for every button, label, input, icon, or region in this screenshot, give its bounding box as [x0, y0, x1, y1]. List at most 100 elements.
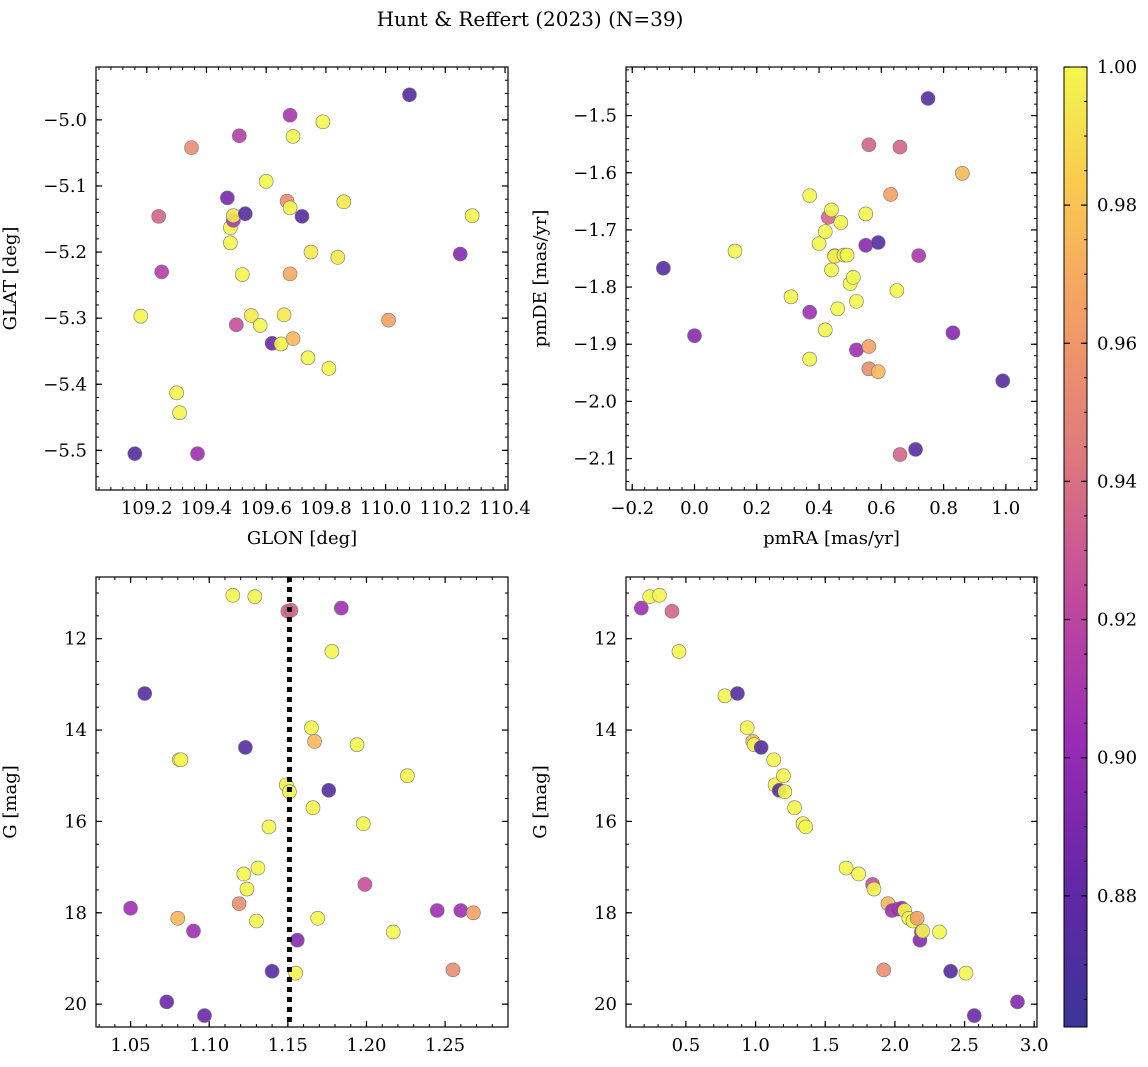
scatter-point — [429, 903, 445, 918]
panel-bottom-left: 1.05 1.10 1.15 1.20 1.25 12 14 16 18 20 Plx [mas] G… — [0, 576, 509, 1067]
scatter-point — [656, 260, 671, 276]
scatter-point — [802, 188, 818, 203]
colorbar-tick-label: 0.96 — [1097, 333, 1137, 354]
scatter-point — [307, 734, 322, 749]
x-axis-label: BP-RP [mag] — [774, 1065, 889, 1067]
scatter-point — [892, 447, 908, 462]
panel-top-left: 109.2 109.4 109.6 109.8 110.0 110.2 110.4 −5.5 −… — [0, 66, 531, 549]
scatter-point — [223, 235, 238, 251]
y-tick-label: −1.8 — [573, 277, 617, 298]
y-tick-label: −5.4 — [43, 374, 87, 395]
scatter-point — [452, 246, 468, 262]
x-tick-label: 2.0 — [881, 1035, 910, 1056]
scatter-point — [173, 752, 189, 768]
y-tick-label: 18 — [64, 903, 87, 924]
scatter-point — [945, 325, 961, 341]
scatter-point — [264, 963, 280, 979]
scatter-point — [883, 187, 898, 202]
scatter-point — [236, 866, 252, 882]
scatter-point — [858, 206, 874, 222]
y-tick-label: −5.3 — [43, 308, 87, 329]
y-tick-label: 12 — [594, 629, 617, 650]
scatter-point — [858, 238, 874, 253]
x-tick-label: 3.0 — [1020, 1035, 1049, 1056]
scatter-points — [656, 91, 1011, 462]
scatter-point — [303, 244, 319, 260]
scatter-point — [876, 962, 892, 978]
scatter-point — [849, 342, 864, 358]
scatter-point — [159, 994, 175, 1010]
scatter-point — [197, 1008, 212, 1023]
x-tick-label: 110.4 — [479, 498, 531, 519]
y-tick-label: −2.0 — [573, 391, 617, 412]
scatter-points — [634, 587, 1025, 1023]
scatter-point — [838, 860, 854, 876]
y-axis-label: GLAT [deg] — [0, 227, 21, 331]
scatter-point — [889, 283, 905, 298]
scatter-point — [229, 317, 244, 333]
scatter-point — [237, 206, 253, 222]
y-tick-label: 14 — [594, 720, 617, 741]
y-tick-label: −1.7 — [573, 220, 617, 241]
colorbar-tick-label: 1.00 — [1097, 57, 1137, 78]
x-tick-label: 0.4 — [805, 498, 834, 519]
scatter-point — [717, 688, 733, 704]
scatter-point — [220, 190, 235, 206]
scatter-point — [238, 740, 253, 755]
scatter-point — [402, 87, 417, 103]
scatter-point — [288, 965, 304, 981]
x-axis-label: GLON [deg] — [247, 528, 357, 549]
colorbar-tick-label: 0.94 — [1097, 471, 1137, 492]
scatter-point — [261, 819, 277, 835]
x-tick-label: 1.15 — [268, 1035, 308, 1056]
scatter-point — [226, 208, 241, 224]
scatter-point — [861, 137, 877, 153]
scatter-point — [190, 446, 205, 461]
x-tick-label: 0.8 — [929, 498, 958, 519]
scatter-point — [184, 140, 199, 155]
scatter-point — [445, 962, 461, 978]
scatter-point — [321, 361, 337, 376]
y-axis-label: G [mag] — [0, 765, 21, 838]
scatter-point — [798, 819, 814, 835]
axes-frame — [95, 66, 509, 491]
scatter-point — [127, 446, 143, 461]
x-tick-label: 2.5 — [950, 1035, 979, 1056]
scatter-points — [127, 87, 480, 461]
x-axis-label: pmRA [mas/yr] — [763, 528, 900, 549]
y-tick-label: 20 — [64, 994, 87, 1015]
x-tick-label: 1.25 — [425, 1035, 465, 1056]
axes-frame — [625, 66, 1038, 491]
scatter-point — [727, 243, 743, 259]
scatter-point — [766, 752, 781, 768]
y-tick-label: −2.1 — [573, 449, 617, 470]
scatter-point — [250, 860, 266, 876]
y-tick-label: 16 — [64, 811, 87, 832]
scatter-point — [151, 209, 166, 224]
scatter-point — [133, 308, 149, 324]
scatter-point — [385, 924, 401, 940]
panel-bottom-right: 0.5 1.0 1.5 2.0 2.5 3.0 12 14 16 18 20 BP-RP [mag] G… — [530, 576, 1049, 1067]
x-tick-label: 1.5 — [811, 1035, 840, 1056]
x-tick-label: 109.8 — [300, 498, 352, 519]
scatter-point — [915, 923, 931, 939]
scatter-point — [908, 442, 923, 457]
scatter-point — [777, 784, 793, 800]
x-tick-label: 110.0 — [360, 498, 412, 519]
scatter-point — [861, 339, 877, 354]
x-axis-label: Plx [mas] — [260, 1065, 345, 1067]
scatter-point — [954, 166, 970, 181]
scatter-point — [776, 768, 791, 784]
scatter-point — [252, 318, 268, 333]
y-tick-label: −1.5 — [573, 106, 617, 127]
scatter-point — [839, 247, 855, 263]
scatter-point — [330, 250, 346, 265]
scatter-point — [123, 900, 138, 916]
scatter-point — [282, 200, 298, 216]
scatter-point — [932, 924, 947, 940]
scatter-point — [671, 644, 687, 659]
scatter-point — [249, 913, 264, 929]
y-tick-label: −1.6 — [573, 163, 617, 184]
axes-frame — [95, 576, 509, 1028]
